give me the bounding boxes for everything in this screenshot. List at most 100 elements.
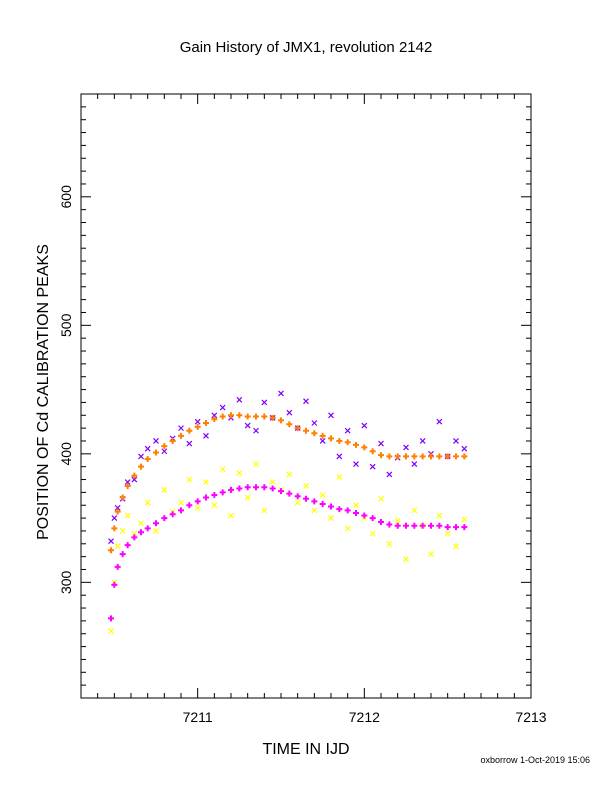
data-point	[453, 453, 459, 460]
data-point	[138, 529, 144, 536]
data-point	[114, 504, 121, 511]
series-3	[108, 412, 468, 554]
data-point	[108, 538, 114, 545]
data-point	[161, 443, 168, 450]
data-point	[411, 453, 418, 460]
data-point	[169, 437, 176, 444]
data-point	[369, 515, 376, 522]
data-point	[353, 502, 359, 509]
data-point	[153, 449, 159, 456]
data-point	[328, 412, 334, 419]
data-point	[286, 490, 293, 497]
data-point	[124, 482, 131, 489]
data-point	[228, 512, 234, 519]
data-point	[311, 498, 318, 505]
data-point	[144, 455, 151, 462]
data-point	[444, 453, 451, 460]
data-point	[186, 502, 193, 509]
data-point	[278, 488, 284, 495]
data-point	[444, 530, 451, 537]
y-tick-label: 600	[58, 185, 74, 209]
data-point	[244, 484, 251, 491]
data-point	[294, 425, 301, 432]
data-point	[194, 418, 201, 425]
data-point	[203, 479, 209, 486]
data-point	[131, 530, 138, 537]
data-point	[203, 432, 209, 439]
data-point	[138, 463, 144, 470]
data-point	[211, 416, 218, 423]
data-point	[386, 471, 393, 478]
data-point	[369, 530, 376, 537]
data-point	[311, 507, 318, 514]
data-point	[453, 438, 459, 444]
data-point	[444, 524, 451, 531]
data-point	[111, 515, 118, 522]
data-point	[353, 509, 359, 516]
data-point	[119, 551, 126, 558]
data-point	[211, 412, 218, 419]
data-point	[378, 440, 384, 447]
data-point	[138, 520, 144, 527]
footer-stamp: oxborrow 1-Oct-2019 15:06	[480, 755, 590, 765]
data-point	[236, 485, 243, 492]
data-point	[261, 399, 268, 406]
y-tick-label: 400	[58, 442, 74, 466]
data-point	[144, 499, 151, 506]
data-point	[378, 495, 384, 502]
data-point	[269, 479, 276, 486]
data-point	[108, 615, 114, 622]
data-point	[319, 438, 326, 444]
data-point	[253, 413, 259, 420]
data-point	[114, 563, 121, 570]
data-point	[411, 522, 418, 529]
data-point	[386, 521, 393, 528]
data-point	[111, 525, 118, 532]
x-axis-label: TIME IN IJD	[262, 741, 349, 758]
data-point	[194, 423, 201, 430]
data-point	[336, 453, 343, 460]
data-point	[124, 542, 131, 549]
data-point	[428, 551, 434, 557]
data-point	[211, 491, 218, 498]
data-point	[303, 483, 309, 489]
series-1	[108, 461, 468, 635]
data-point	[219, 404, 226, 411]
data-point	[378, 452, 384, 459]
data-point	[428, 453, 434, 460]
data-point	[278, 417, 284, 424]
data-point	[303, 398, 309, 405]
data-point	[153, 438, 159, 444]
data-point	[336, 506, 343, 513]
data-point	[328, 435, 334, 442]
data-point	[114, 543, 121, 550]
data-point	[436, 522, 443, 529]
data-point	[261, 413, 268, 420]
data-point	[236, 470, 243, 477]
data-point	[461, 453, 468, 460]
data-point	[336, 437, 343, 444]
data-point	[461, 524, 468, 531]
data-point	[369, 463, 376, 470]
data-point	[403, 522, 409, 529]
data-point	[169, 511, 176, 518]
data-point	[211, 502, 218, 509]
y-tick-label: 500	[58, 313, 74, 337]
data-point	[311, 420, 318, 426]
data-point	[269, 414, 276, 421]
x-tick-label: 7212	[349, 709, 380, 725]
data-point	[219, 489, 226, 496]
data-point	[394, 453, 401, 460]
data-point	[131, 472, 138, 479]
data-point	[261, 484, 268, 491]
chart-title: Gain History of JMX1, revolution 2142	[180, 39, 433, 56]
data-point	[153, 528, 159, 534]
data-points	[108, 390, 468, 635]
data-point	[186, 440, 193, 447]
x-tick-label: 7213	[515, 709, 546, 725]
data-point	[353, 461, 359, 468]
data-point	[219, 466, 226, 473]
data-point	[361, 422, 368, 429]
data-point	[114, 508, 121, 515]
data-point	[119, 528, 126, 534]
